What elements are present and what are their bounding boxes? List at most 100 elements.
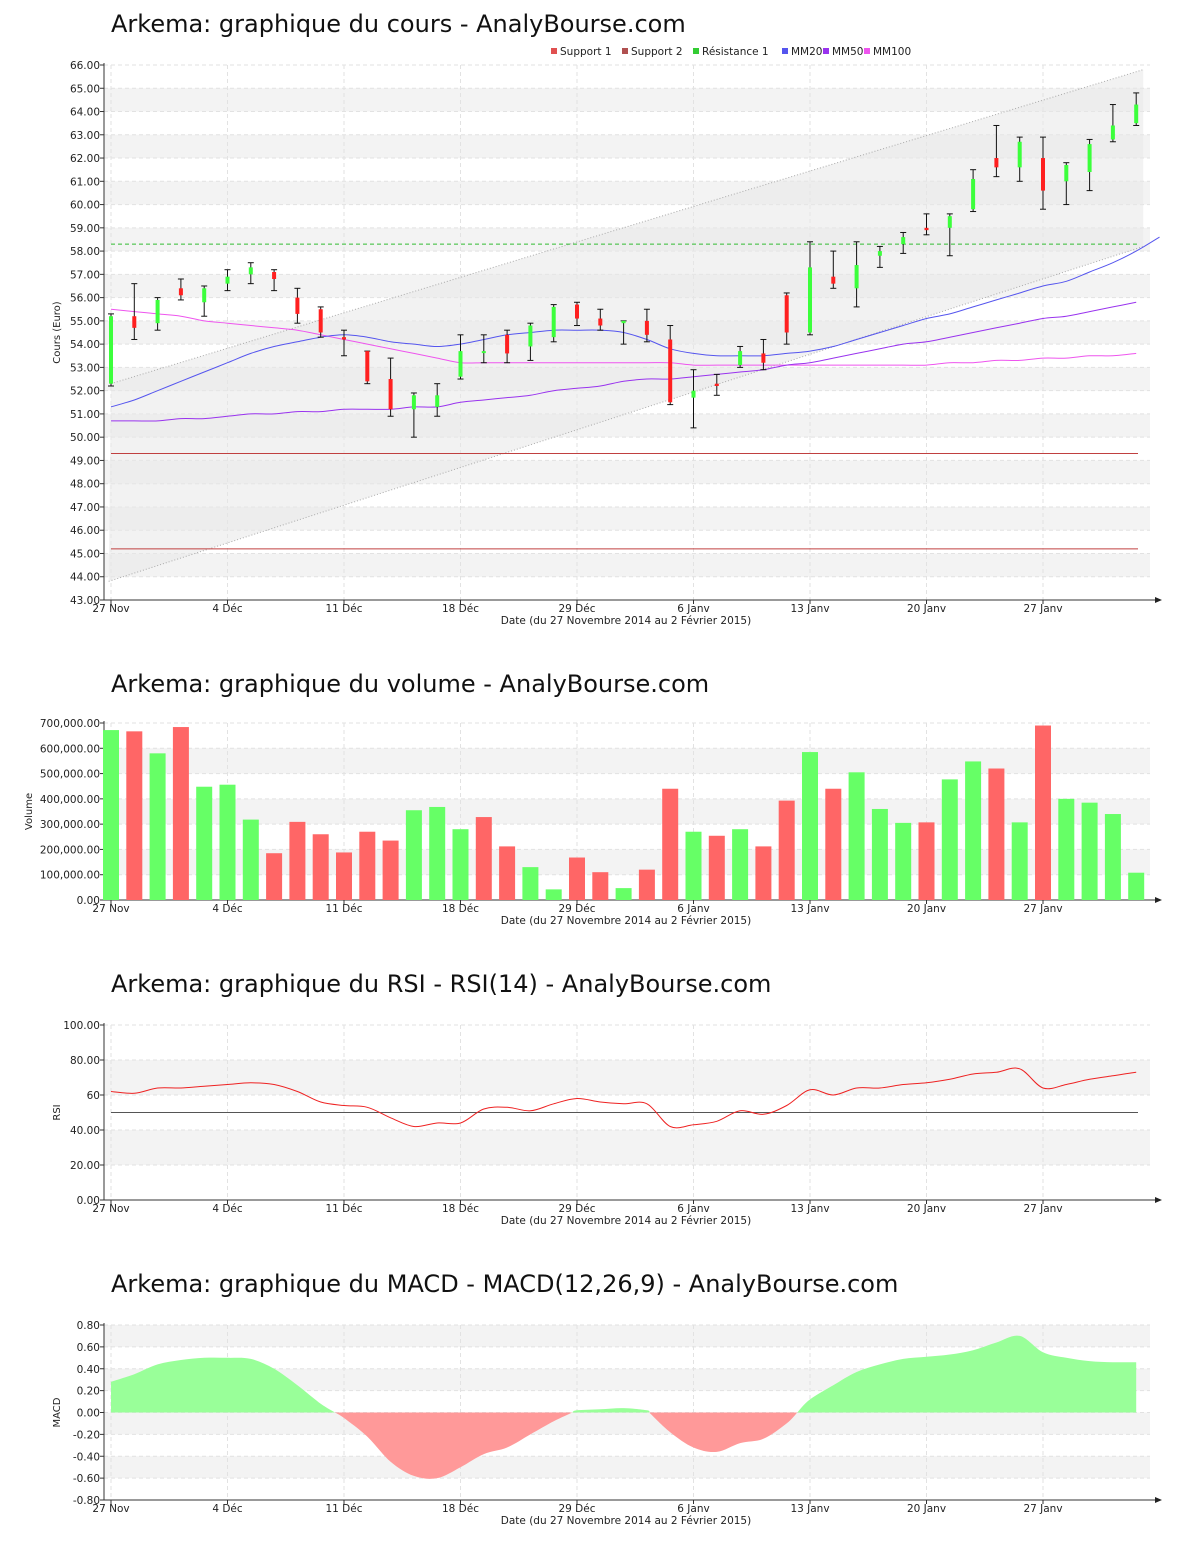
candle-body xyxy=(365,351,370,382)
macd-positive-area xyxy=(797,1335,1137,1413)
legend-label: Résistance 1 xyxy=(702,46,769,58)
candle xyxy=(294,287,301,324)
candle xyxy=(364,350,371,385)
candle xyxy=(154,297,161,331)
volume-bar xyxy=(732,829,749,900)
y-tick-label: 400,000.00 xyxy=(40,794,100,806)
candle-body xyxy=(155,299,160,324)
macd-positive-area xyxy=(572,1408,650,1413)
volume-chart: 0.00 100,000.00 200,000.00 300,000.00 400,00… xyxy=(24,718,1162,927)
y-tick-label: 40.00 xyxy=(70,1125,100,1137)
volume-bar xyxy=(196,786,213,900)
candle xyxy=(457,334,464,380)
volume-bar xyxy=(1058,798,1075,900)
x-tick-label: 29 Déc xyxy=(558,1203,595,1215)
volume-bar xyxy=(615,888,632,900)
candle-body xyxy=(1041,158,1045,191)
volume-bar xyxy=(848,772,865,900)
volume-bar xyxy=(802,752,818,900)
volume-bar xyxy=(452,829,469,900)
x-tick-label: 29 Déc xyxy=(558,903,595,915)
y-tick-label: -0.60 xyxy=(73,1473,100,1485)
x-tick-label: 4 Déc xyxy=(212,1503,243,1515)
candle-body xyxy=(784,295,789,333)
y-tick-label: 52.00 xyxy=(70,386,100,398)
candle xyxy=(1016,136,1023,182)
candle xyxy=(504,329,511,364)
y-tick-label: 700,000.00 xyxy=(40,718,100,730)
volume-bar xyxy=(103,730,119,900)
x-tick-label: 18 Déc xyxy=(442,603,479,615)
volume-bar xyxy=(1104,814,1121,900)
macd-positive-area xyxy=(111,1357,335,1413)
y-tick-label: -0.80 xyxy=(73,1495,100,1507)
grid-band xyxy=(104,1456,1150,1479)
y-tick-label: 0.20 xyxy=(77,1386,100,1398)
candle xyxy=(807,241,813,336)
volume-bar xyxy=(429,806,446,900)
legend-label: Support 2 xyxy=(631,46,683,58)
volume-bar xyxy=(149,753,166,900)
volume-bar xyxy=(1081,802,1098,900)
candle xyxy=(131,283,138,340)
candle xyxy=(480,334,487,364)
volume-bar xyxy=(545,889,562,900)
x-axis-label: Date (du 27 Novembre 2014 au 2 Février 2… xyxy=(501,1515,751,1527)
volume-panel: Arkema: graphique du volume - AnalyBours… xyxy=(0,660,1200,940)
candle-body xyxy=(109,316,113,384)
volume-bar xyxy=(895,822,912,900)
candle-body xyxy=(598,318,603,326)
x-tick-label: 4 Déc xyxy=(212,903,243,915)
y-tick-label: 300,000.00 xyxy=(40,819,100,831)
volume-bar xyxy=(219,784,236,900)
y-tick-label: 61.00 xyxy=(70,176,100,188)
y-tick-label: 54.00 xyxy=(70,339,100,351)
x-tick-label: 29 Déc xyxy=(558,603,595,615)
candle xyxy=(550,304,557,343)
y-tick-label: 43.00 xyxy=(70,595,100,607)
x-tick-label: 11 Déc xyxy=(325,603,362,615)
candle xyxy=(876,245,883,268)
candle xyxy=(946,213,953,257)
candle-body xyxy=(808,267,812,333)
legend-swatch xyxy=(864,48,870,54)
volume-bar xyxy=(871,808,888,900)
grid-band xyxy=(104,1060,1150,1095)
x-tick-label: 27 Janv xyxy=(1023,1203,1062,1215)
x-tick-label: 18 Déc xyxy=(442,1203,479,1215)
volume-bar xyxy=(172,727,189,900)
candle xyxy=(667,325,674,406)
candle-body xyxy=(202,288,207,303)
candle-body xyxy=(272,272,277,279)
y-tick-label: 46.00 xyxy=(70,525,100,537)
price-chart: 43.00 44.00 45.00 46.00 47.00 48.00 49.00 50.00… xyxy=(52,46,1162,627)
x-axis-arrow xyxy=(1155,1197,1162,1203)
volume-bar xyxy=(359,831,376,900)
x-tick-label: 13 Janv xyxy=(790,603,829,615)
mm100-line xyxy=(110,308,1137,366)
volume-bar xyxy=(242,819,259,900)
volume-bar xyxy=(685,831,702,900)
grid-band xyxy=(104,1412,1150,1435)
x-tick-label: 20 Janv xyxy=(907,1203,946,1215)
y-tick-label: 20.00 xyxy=(70,1160,100,1172)
y-tick-label: 55.00 xyxy=(70,316,100,328)
candle xyxy=(690,369,697,429)
rsi-chart: 0.00 20.00 40.00 60 80.00 100.00 27 Nov 4 Déc 11… xyxy=(52,1020,1162,1227)
y-tick-label: 53.00 xyxy=(70,362,100,374)
candle xyxy=(387,357,394,417)
candle-body xyxy=(481,351,486,354)
x-tick-label: 4 Déc xyxy=(212,1203,243,1215)
x-tick-label: 27 Janv xyxy=(1023,903,1062,915)
legend-swatch xyxy=(622,48,628,54)
y-tick-label: 58.00 xyxy=(70,246,100,258)
candle-body xyxy=(971,178,976,210)
legend-swatch xyxy=(551,48,557,54)
y-tick-label: -0.40 xyxy=(73,1451,100,1463)
candle-body xyxy=(411,395,416,410)
y-tick-label: 600,000.00 xyxy=(40,743,100,755)
candle xyxy=(247,262,254,285)
candle-body xyxy=(738,351,743,366)
y-axis-label: Volume xyxy=(24,793,35,830)
volume-bar xyxy=(266,853,283,900)
